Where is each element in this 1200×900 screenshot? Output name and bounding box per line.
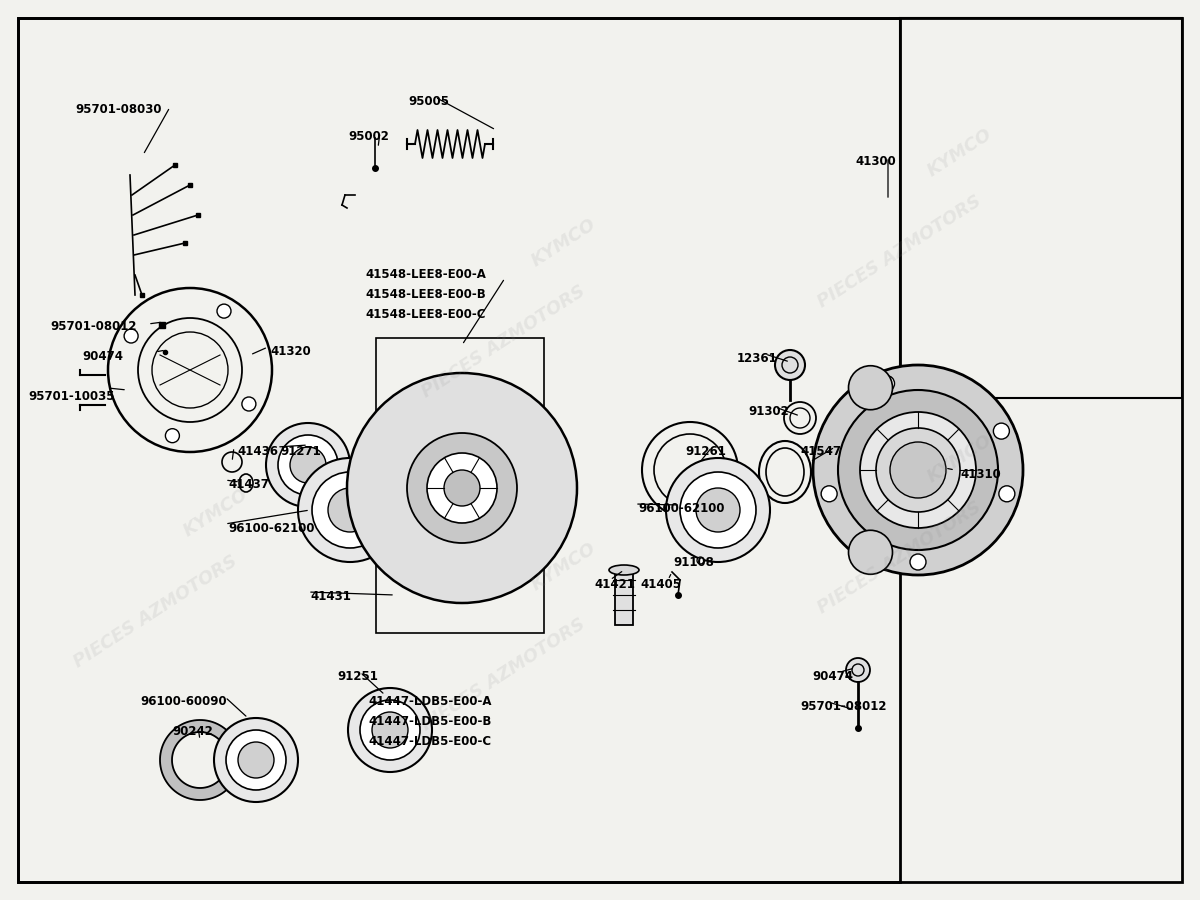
Text: 41431: 41431 xyxy=(310,590,350,603)
Text: PIECES AZMOTORS: PIECES AZMOTORS xyxy=(419,616,589,734)
Circle shape xyxy=(848,365,893,410)
Text: 41548-LEE8-E00-A: 41548-LEE8-E00-A xyxy=(365,268,486,281)
Circle shape xyxy=(217,304,230,318)
Circle shape xyxy=(226,730,286,790)
Circle shape xyxy=(775,350,805,380)
Text: 41437: 41437 xyxy=(228,478,269,491)
Text: 96100-60090: 96100-60090 xyxy=(140,695,227,708)
Text: 41548-LEE8-E00-B: 41548-LEE8-E00-B xyxy=(365,288,486,301)
Circle shape xyxy=(821,486,838,502)
Text: 95005: 95005 xyxy=(408,95,449,108)
Text: 91108: 91108 xyxy=(673,556,714,569)
Circle shape xyxy=(696,488,740,532)
Bar xyxy=(376,338,544,633)
Circle shape xyxy=(680,472,756,548)
Text: 96100-62100: 96100-62100 xyxy=(638,502,725,515)
Text: 95002: 95002 xyxy=(348,130,389,143)
Circle shape xyxy=(890,442,946,498)
Bar xyxy=(900,18,1182,398)
Text: 41447-LDB5-E00-A: 41447-LDB5-E00-A xyxy=(368,695,492,708)
Circle shape xyxy=(278,435,338,495)
Circle shape xyxy=(666,458,770,562)
Text: KYMCO: KYMCO xyxy=(924,125,996,181)
Circle shape xyxy=(328,488,372,532)
Bar xyxy=(616,570,634,625)
Text: 91261: 91261 xyxy=(685,445,726,458)
Circle shape xyxy=(290,447,326,483)
Ellipse shape xyxy=(610,565,640,575)
Circle shape xyxy=(814,365,1022,575)
Circle shape xyxy=(994,423,1009,439)
Text: 95701-08030: 95701-08030 xyxy=(74,103,162,116)
Text: KYMCO: KYMCO xyxy=(528,215,600,271)
Text: 41310: 41310 xyxy=(960,468,1001,481)
Text: 95701-10035: 95701-10035 xyxy=(28,390,114,403)
Circle shape xyxy=(266,423,350,507)
Text: 41320: 41320 xyxy=(270,345,311,358)
Text: 90242: 90242 xyxy=(172,725,212,738)
Text: 41547: 41547 xyxy=(800,445,841,458)
Text: PIECES AZMOTORS: PIECES AZMOTORS xyxy=(815,499,985,617)
Circle shape xyxy=(427,453,497,523)
Text: 41421: 41421 xyxy=(594,578,635,591)
Text: 41436: 41436 xyxy=(238,445,278,458)
Circle shape xyxy=(848,530,893,574)
Text: 41300: 41300 xyxy=(854,155,895,168)
Text: 41405: 41405 xyxy=(640,578,682,591)
Circle shape xyxy=(347,373,577,603)
Circle shape xyxy=(312,472,388,548)
Circle shape xyxy=(860,412,976,528)
Text: 90474: 90474 xyxy=(82,350,124,363)
Circle shape xyxy=(242,397,256,411)
Text: 91302: 91302 xyxy=(748,405,788,418)
Text: 91271: 91271 xyxy=(280,445,320,458)
Circle shape xyxy=(238,742,274,778)
Text: KYMCO: KYMCO xyxy=(528,539,600,595)
Circle shape xyxy=(876,428,960,512)
Text: 95701-08012: 95701-08012 xyxy=(800,700,887,713)
Text: 41447-LDB5-E00-C: 41447-LDB5-E00-C xyxy=(368,735,491,748)
Text: 41548-LEE8-E00-C: 41548-LEE8-E00-C xyxy=(365,308,486,321)
Text: PIECES AZMOTORS: PIECES AZMOTORS xyxy=(815,193,985,311)
Bar xyxy=(18,18,900,882)
Text: 91251: 91251 xyxy=(337,670,378,683)
Circle shape xyxy=(998,486,1015,502)
Text: 12361: 12361 xyxy=(737,352,778,365)
Circle shape xyxy=(910,554,926,570)
Circle shape xyxy=(444,470,480,506)
Text: PIECES AZMOTORS: PIECES AZMOTORS xyxy=(71,553,241,671)
Circle shape xyxy=(214,718,298,802)
Circle shape xyxy=(360,700,420,760)
Text: KYMCO: KYMCO xyxy=(924,431,996,487)
Text: 90474: 90474 xyxy=(812,670,853,683)
Circle shape xyxy=(298,458,402,562)
Circle shape xyxy=(348,688,432,772)
Text: KYMCO: KYMCO xyxy=(180,485,252,541)
Text: PIECES AZMOTORS: PIECES AZMOTORS xyxy=(419,283,589,401)
Circle shape xyxy=(846,658,870,682)
Circle shape xyxy=(838,390,998,550)
Circle shape xyxy=(166,428,180,443)
Text: 95701-08012: 95701-08012 xyxy=(50,320,137,333)
Circle shape xyxy=(124,329,138,343)
Polygon shape xyxy=(160,720,235,800)
Circle shape xyxy=(407,433,517,543)
Circle shape xyxy=(878,375,894,392)
Text: 96100-62100: 96100-62100 xyxy=(228,522,314,535)
Text: 41447-LDB5-E00-B: 41447-LDB5-E00-B xyxy=(368,715,491,728)
Circle shape xyxy=(372,712,408,748)
